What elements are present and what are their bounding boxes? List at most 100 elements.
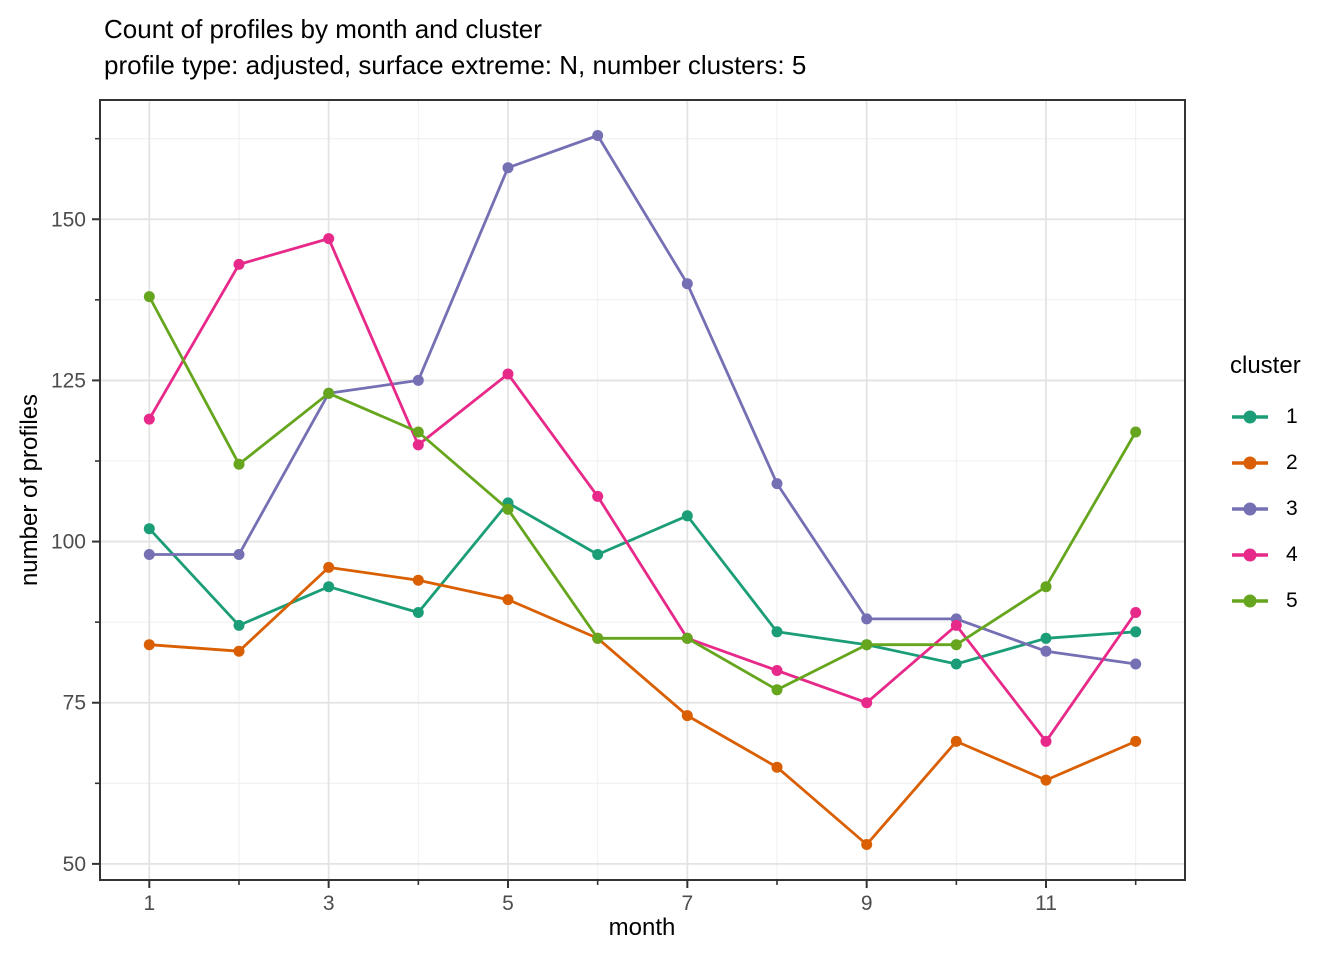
data-point (1130, 626, 1142, 638)
data-point (861, 839, 873, 850)
data-point (950, 639, 962, 651)
data-point (143, 523, 155, 535)
y-tick-label: 125 (51, 369, 86, 392)
legend-key-glyph (1232, 410, 1268, 424)
data-point (143, 291, 155, 303)
data-point (143, 549, 155, 560)
data-point (771, 626, 783, 638)
data-point (771, 665, 783, 676)
legend-key-glyph (1232, 548, 1268, 562)
data-point (233, 458, 245, 470)
legend-key-glyph (1232, 594, 1268, 608)
legend-key-label: 5 (1286, 589, 1298, 612)
data-point (323, 233, 335, 245)
series-line-cluster-4 (147, 237, 1138, 743)
data-point (1130, 658, 1142, 670)
data-point (861, 613, 873, 625)
data-point (502, 503, 514, 515)
legend-key-glyph (1232, 456, 1268, 470)
data-point (1040, 645, 1052, 657)
data-point (233, 619, 245, 631)
x-axis-title: month (608, 914, 676, 941)
data-point (323, 581, 335, 593)
data-point (861, 639, 873, 651)
x-tick-label: 7 (681, 892, 693, 915)
chart-title: Count of profiles by month and cluster (104, 14, 542, 44)
data-point (502, 594, 514, 606)
data-point (143, 413, 155, 425)
series-cluster-1 (143, 497, 1142, 670)
legend: cluster 1 2 3 4 5 (1230, 352, 1301, 624)
legend-key-label: 2 (1286, 451, 1298, 474)
data-point (1040, 774, 1052, 786)
data-point (771, 761, 783, 773)
series-line-cluster-5 (147, 295, 1138, 692)
data-point (1130, 735, 1142, 747)
y-tick-label: 150 (51, 208, 86, 231)
data-point (1040, 735, 1052, 747)
series-line-cluster-2 (147, 566, 1138, 846)
data-point (592, 632, 604, 644)
data-point (681, 632, 693, 644)
legend-key-point (1243, 410, 1257, 424)
data-point (771, 684, 783, 696)
data-point (1130, 426, 1142, 438)
data-point (681, 510, 693, 522)
data-point (950, 619, 962, 631)
data-point (950, 735, 962, 747)
data-point (861, 697, 873, 709)
x-tick-label: 9 (861, 892, 873, 915)
data-point (771, 478, 783, 490)
panel-background (100, 100, 1185, 880)
legend-key-label: 4 (1286, 543, 1298, 566)
legend-item-cluster-3: 3 (1230, 486, 1301, 532)
legend-key-label: 3 (1286, 497, 1298, 520)
data-point (502, 368, 514, 380)
x-tick-label: 1 (143, 892, 155, 915)
legend-key-point (1243, 502, 1257, 516)
data-point (233, 258, 245, 270)
legend-title: cluster (1230, 352, 1301, 379)
data-point (1040, 632, 1052, 644)
y-axis-title: number of profiles (16, 393, 43, 587)
legend-key-label: 1 (1286, 405, 1298, 428)
series-line-cluster-1 (147, 501, 1138, 666)
data-point (1130, 607, 1142, 618)
data-point (592, 549, 604, 560)
data-point (323, 561, 335, 573)
data-point (323, 387, 335, 399)
data-point (412, 374, 424, 386)
legend-item-cluster-1: 1 (1230, 394, 1301, 440)
data-point (502, 162, 514, 174)
legend-key-point (1243, 456, 1257, 470)
chart-subtitle: profile type: adjusted, surface extreme:… (104, 50, 807, 80)
data-point (412, 607, 424, 618)
legend-key-point (1243, 548, 1257, 562)
y-tick-label: 75 (63, 692, 86, 715)
data-point (412, 574, 424, 586)
data-point (233, 549, 245, 560)
data-point (412, 426, 424, 438)
data-point (681, 278, 693, 290)
legend-keys: 1 2 3 4 5 (1230, 394, 1301, 624)
series-cluster-5 (143, 291, 1142, 696)
data-point (412, 439, 424, 451)
legend-item-cluster-2: 2 (1230, 440, 1301, 486)
data-point (233, 645, 245, 657)
y-tick-label: 100 (51, 531, 86, 554)
data-point (143, 639, 155, 651)
data-point (592, 130, 604, 141)
data-point (681, 710, 693, 722)
x-tick-label: 5 (502, 892, 514, 915)
legend-item-cluster-5: 5 (1230, 578, 1301, 624)
legend-key-point (1243, 594, 1257, 608)
series-cluster-2 (143, 561, 1142, 850)
legend-item-cluster-4: 4 (1230, 532, 1301, 578)
x-tick-label: 3 (323, 892, 335, 915)
data-point (1040, 581, 1052, 593)
y-tick-label: 50 (63, 853, 86, 876)
panel-border (99, 99, 1186, 881)
data-point (950, 658, 962, 670)
